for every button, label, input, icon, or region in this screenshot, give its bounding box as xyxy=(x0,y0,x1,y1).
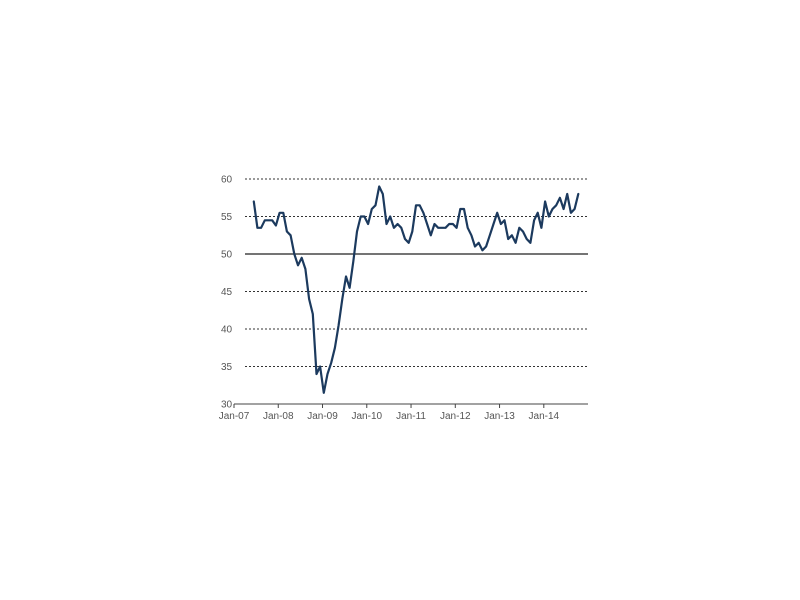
y-tick-label-40: 40 xyxy=(221,325,233,336)
y-axis-tick-labels: 30 35 40 45 50 55 60 xyxy=(221,175,233,411)
x-tick-label-Jan-11: Jan-11 xyxy=(396,411,426,422)
x-tick-label-Jan-09: Jan-09 xyxy=(307,411,338,422)
y-tick-label-45: 45 xyxy=(221,287,233,298)
x-tick-label-Jan-10: Jan-10 xyxy=(351,411,382,422)
x-tick-label-Jan-12: Jan-12 xyxy=(440,411,471,422)
x-tick-label-Jan-07: Jan-07 xyxy=(219,411,250,422)
y-tick-label-60: 60 xyxy=(221,175,233,186)
x-axis-tick-labels: Jan-07 Jan-08 Jan-09 Jan-10 Jan-11 Jan-12 Jan-… xyxy=(219,411,560,422)
series-line-0 xyxy=(252,185,580,394)
series-layer xyxy=(252,185,580,394)
x-tick-label-Jan-13: Jan-13 xyxy=(484,411,515,422)
y-tick-label-50: 50 xyxy=(221,250,233,261)
y-tick-label-35: 35 xyxy=(221,362,233,373)
x-axis xyxy=(233,403,588,408)
gridlines xyxy=(245,178,588,367)
y-tick-label-30: 30 xyxy=(221,400,233,411)
x-tick-label-Jan-14: Jan-14 xyxy=(529,411,560,422)
x-tick-label-Jan-08: Jan-08 xyxy=(263,411,294,422)
y-tick-label-55: 55 xyxy=(221,212,233,223)
